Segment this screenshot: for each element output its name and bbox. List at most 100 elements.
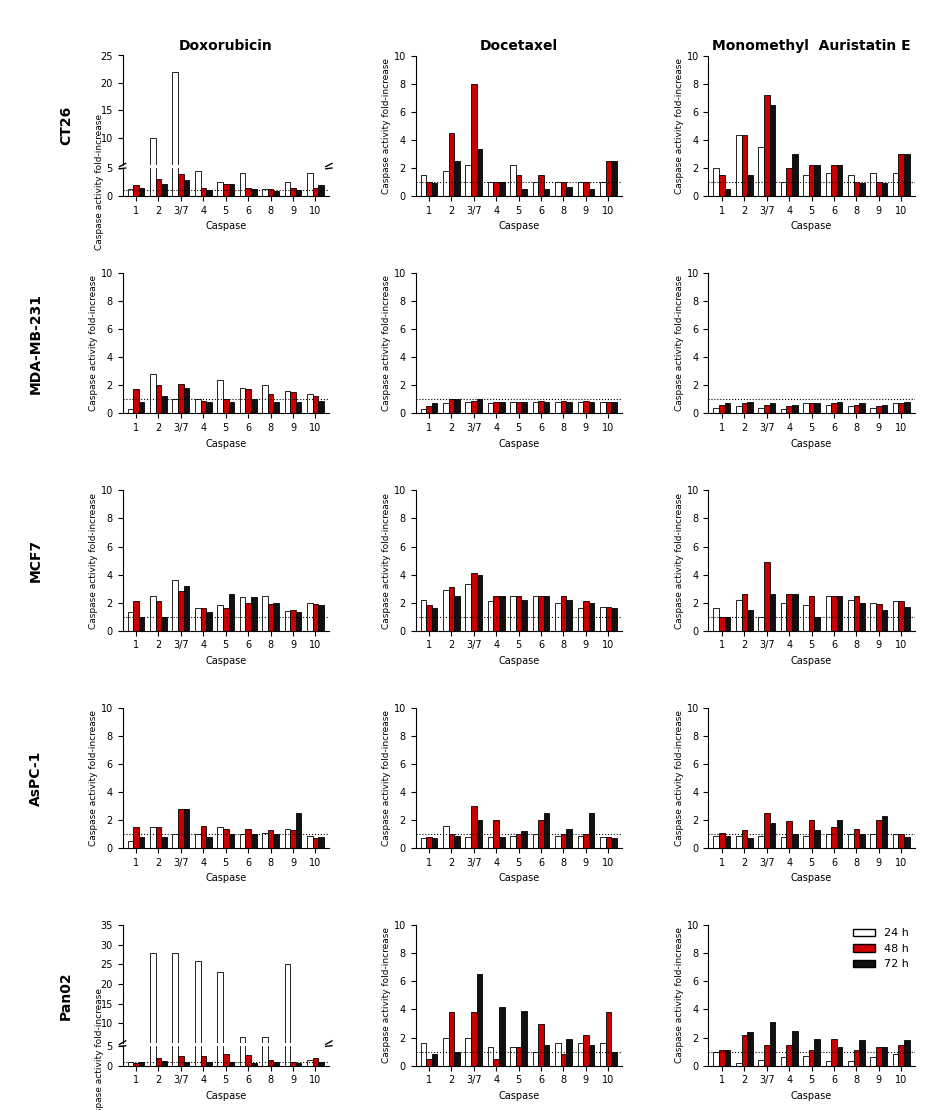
Bar [217,976,223,1066]
Bar [533,402,538,413]
Bar [488,837,493,848]
Bar [156,180,161,195]
Bar [809,1050,815,1066]
Bar [555,603,561,630]
Bar [803,174,809,195]
Bar [471,1012,476,1066]
Bar [521,599,527,630]
Title: Docetaxel: Docetaxel [480,39,557,53]
Bar [217,605,223,630]
Bar [313,396,318,413]
Bar [245,184,251,192]
Bar [724,189,730,195]
Bar [245,828,251,848]
Bar [724,836,730,848]
Bar [426,837,432,848]
Bar [471,806,476,848]
Bar [758,407,764,413]
Bar [831,827,836,848]
Bar [290,1058,296,1062]
Bar [758,836,764,848]
Bar [178,171,184,192]
Bar [803,605,809,630]
Bar [127,1058,133,1062]
Bar [173,581,178,630]
Bar [150,956,156,1066]
Bar [724,403,730,413]
Y-axis label: Caspase activity fold-increase: Caspase activity fold-increase [95,988,104,1110]
Bar [173,72,178,192]
Bar [764,405,769,413]
Y-axis label: Caspase activity fold-increase: Caspase activity fold-increase [382,710,390,846]
Bar [245,188,251,195]
Bar [533,596,538,630]
Bar [583,834,588,848]
Bar [786,821,792,848]
Bar [455,400,460,413]
Bar [307,603,313,630]
Bar [161,181,167,192]
Bar [313,1058,318,1066]
Bar [577,1043,583,1066]
Bar [240,170,245,192]
Bar [736,406,741,413]
Bar [848,599,853,630]
Bar [720,1050,724,1066]
Bar [251,597,256,630]
X-axis label: Caspase: Caspase [791,874,832,884]
Bar [747,174,753,195]
Bar [443,1038,449,1066]
Bar [207,1062,212,1066]
Bar [714,608,720,630]
Bar [296,402,302,413]
Bar [228,1058,234,1062]
Bar [455,161,460,195]
Bar [207,613,212,630]
Bar [533,1051,538,1066]
Bar [318,185,323,195]
Bar [307,836,313,848]
Bar [173,956,178,1066]
Bar [228,184,234,195]
Bar [139,1059,144,1062]
Bar [285,968,290,1066]
Bar [195,960,201,1062]
Bar [432,608,438,630]
Bar [318,181,323,192]
Bar [471,401,476,413]
Bar [493,182,499,195]
Bar [741,594,747,630]
Bar [741,830,747,848]
Bar [285,182,290,195]
Bar [217,380,223,413]
Bar [466,837,471,848]
Bar [588,603,594,630]
Bar [228,834,234,848]
Bar [432,183,438,195]
Y-axis label: Caspase activity fold-increase: Caspase activity fold-increase [674,58,684,193]
Bar [426,406,432,413]
Bar [195,834,201,848]
Bar [290,392,296,413]
Bar [510,165,516,195]
Y-axis label: Caspase activity fold-increase: Caspase activity fold-increase [382,928,390,1063]
X-axis label: Caspase: Caspase [206,874,246,884]
Bar [139,184,144,192]
Bar [156,176,161,192]
X-axis label: Caspase: Caspase [498,1091,539,1101]
Bar [268,185,273,192]
Bar [240,834,245,848]
Bar [831,596,836,630]
Bar [605,402,611,413]
Bar [600,837,605,848]
Bar [893,403,899,413]
Bar [173,952,178,1062]
Bar [201,826,207,848]
Bar [307,170,313,192]
Bar [273,191,279,195]
X-axis label: Caspase: Caspase [206,438,246,448]
Bar [273,1059,279,1062]
Bar [217,827,223,848]
Bar [567,599,571,630]
X-axis label: Caspase: Caspase [498,438,539,448]
